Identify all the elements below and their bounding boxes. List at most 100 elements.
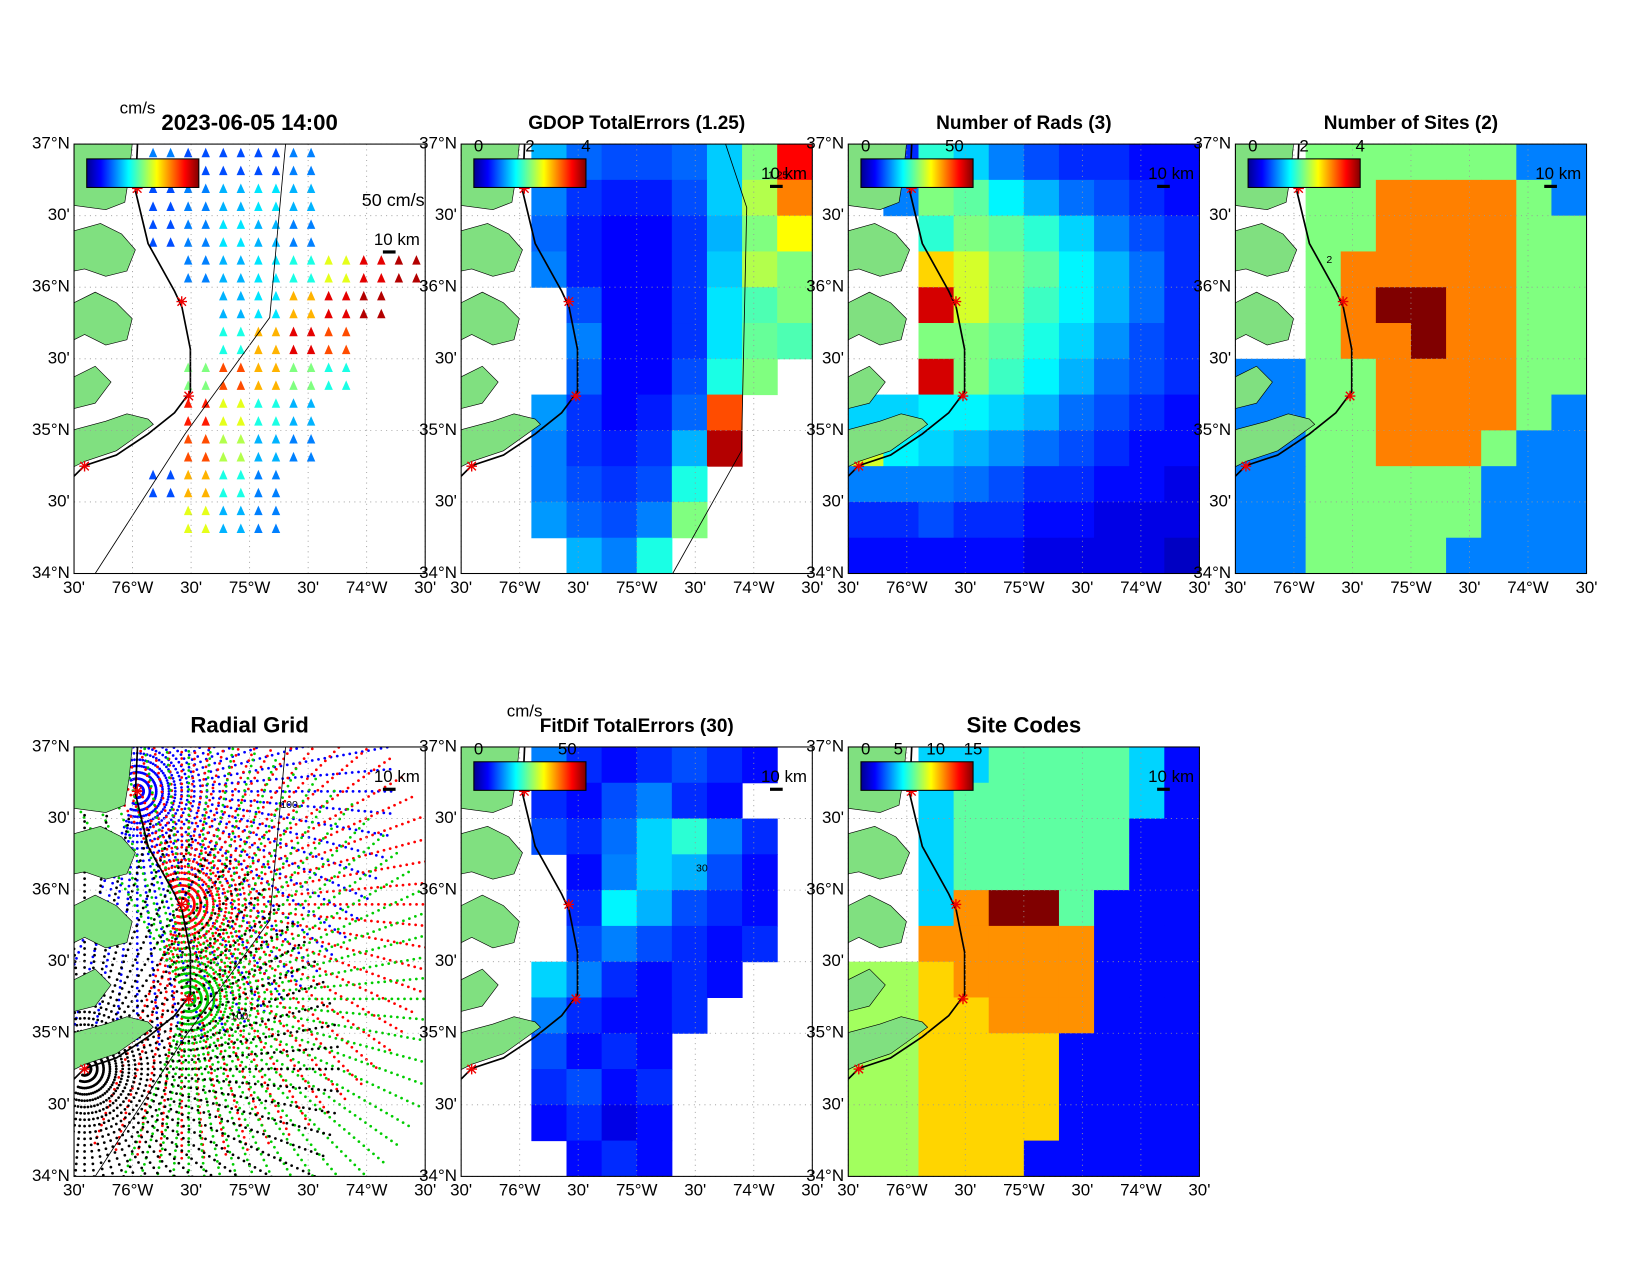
radial-grid-dot <box>232 944 235 947</box>
radial-grid-dot <box>156 716 159 719</box>
radial-grid-dot <box>168 609 171 612</box>
radial-grid-dot <box>216 768 219 771</box>
radial-grid-dot <box>238 930 241 933</box>
radial-grid-dot <box>121 832 124 835</box>
radial-grid-dot <box>125 670 128 673</box>
radial-grid-dot <box>159 823 162 826</box>
radial-grid-dot <box>274 988 277 991</box>
radial-grid-dot <box>350 914 353 917</box>
radial-grid-dot <box>339 673 342 676</box>
radial-grid-dot <box>179 1028 182 1031</box>
radial-grid-dot <box>316 789 319 792</box>
radial-grid-dot <box>213 1016 216 1019</box>
grid-cell <box>1094 216 1130 252</box>
radial-grid-dot <box>323 898 326 901</box>
radial-grid-dot <box>252 831 255 834</box>
radial-grid-dot <box>164 824 167 827</box>
radial-grid-dot <box>201 879 204 882</box>
radial-grid-dot <box>330 953 333 956</box>
grid-cell <box>989 180 1025 216</box>
radial-grid-dot <box>306 692 309 695</box>
radial-grid-dot <box>216 703 219 706</box>
radial-grid-dot <box>191 777 194 780</box>
radial-grid-dot <box>327 721 330 724</box>
grid-cell <box>1059 395 1095 431</box>
radial-grid-dot <box>172 998 175 1001</box>
grid-cell <box>848 538 884 574</box>
radial-grid-dot <box>93 631 96 634</box>
radial-grid-dot <box>343 932 346 935</box>
radial-grid-dot <box>217 693 220 696</box>
radial-grid-dot <box>213 1041 216 1044</box>
radial-grid-dot <box>309 727 312 730</box>
radial-grid-dot <box>165 959 168 962</box>
radial-grid-dot <box>101 590 104 593</box>
radial-grid-dot <box>276 692 279 695</box>
x-tick-label: 30' <box>450 578 472 597</box>
radial-grid-dot <box>219 995 222 998</box>
radial-grid-dot <box>256 694 259 697</box>
grid-cell <box>1306 466 1342 502</box>
radial-grid-dot <box>168 701 171 704</box>
radial-grid-dot <box>173 577 176 580</box>
radial-grid-dot <box>184 749 187 752</box>
radial-grid-dot <box>275 651 278 654</box>
radial-grid-dot <box>232 760 235 763</box>
radial-grid-dot <box>164 686 167 689</box>
radial-grid-dot <box>136 657 139 660</box>
radial-grid-dot <box>192 635 195 638</box>
radial-grid-dot <box>185 732 188 735</box>
radial-grid-dot <box>268 954 271 957</box>
radial-grid-dot <box>147 657 150 660</box>
radial-grid-dot <box>107 952 110 955</box>
radial-grid-dot <box>82 697 85 700</box>
radial-grid-dot <box>228 979 231 982</box>
radial-grid-dot <box>203 970 206 973</box>
radial-grid-dot <box>104 721 107 724</box>
radial-grid-dot <box>202 823 205 826</box>
radial-grid-dot <box>327 1078 330 1081</box>
radial-grid-dot <box>291 862 294 865</box>
radial-grid-dot <box>143 802 146 805</box>
radial-grid-dot <box>224 946 227 949</box>
radial-grid-dot <box>201 884 204 887</box>
radial-grid-dot <box>152 762 155 765</box>
radial-grid-dot <box>269 965 272 968</box>
radial-grid-dot <box>205 691 208 694</box>
radial-grid-dot <box>77 951 80 954</box>
radial-grid-dot <box>312 926 315 929</box>
radial-grid-dot <box>146 734 149 737</box>
radial-grid-dot <box>213 698 216 701</box>
radial-grid-dot <box>246 865 249 868</box>
radial-grid-dot <box>213 950 216 953</box>
grid-cell <box>919 323 955 359</box>
radial-grid-dot <box>257 688 260 691</box>
radial-grid-dot <box>164 809 167 812</box>
radial-grid-dot <box>243 983 246 986</box>
radial-grid-dot <box>226 1075 229 1078</box>
radial-grid-dot <box>319 774 322 777</box>
radial-grid-dot <box>187 1061 190 1064</box>
radial-grid-dot <box>427 925 430 928</box>
radial-grid-dot <box>180 802 183 805</box>
grid-cell <box>1271 466 1307 502</box>
radial-grid-dot <box>241 676 244 679</box>
radial-grid-dot <box>209 686 212 689</box>
radial-grid-dot <box>370 992 373 995</box>
radial-grid-dot <box>127 814 130 817</box>
radial-grid-dot <box>166 952 169 955</box>
radial-grid-dot <box>219 936 222 939</box>
radial-grid-dot <box>159 656 162 659</box>
radial-grid-dot <box>315 1095 318 1098</box>
radial-grid-dot <box>274 702 277 705</box>
grid-cell <box>1481 502 1517 538</box>
grid-cell <box>1411 144 1447 180</box>
radial-grid-dot <box>247 976 250 979</box>
radial-grid-dot <box>389 959 392 962</box>
radial-grid-dot <box>53 612 56 615</box>
radial-grid-dot <box>72 652 75 655</box>
radial-grid-dot <box>149 935 152 938</box>
radial-grid-dot <box>368 875 371 878</box>
radial-grid-dot <box>267 1142 270 1145</box>
